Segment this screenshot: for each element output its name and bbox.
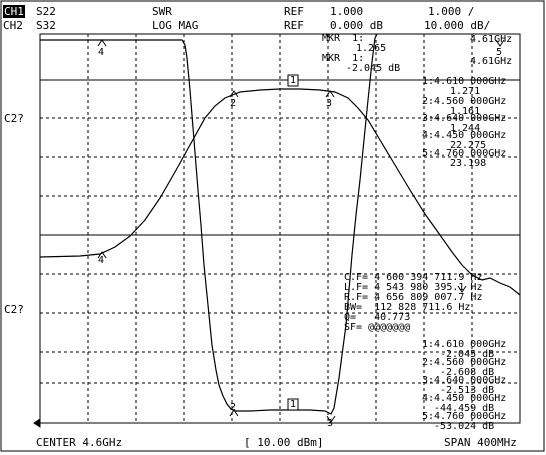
ch1-marker-2-line: 2:4.560 000GHz	[422, 96, 507, 107]
ch1-scale: 1.000 /	[428, 5, 475, 18]
ch2-side-label: C2?	[4, 303, 24, 316]
filter-left-freq: L.F= 4 543 980 395.1 Hz	[344, 282, 483, 293]
ch2-marker-2-line: 2:4.560 000GHz	[422, 357, 507, 368]
marker-4-tag: 4	[98, 47, 105, 58]
ch2-marker-1-line: 1:4.610 000GHz	[422, 339, 507, 350]
ch2-ref-label: REF	[284, 19, 304, 32]
mkr-readout-line1: MKR 1:	[322, 33, 365, 44]
ch1-marker-5-value: 23.198	[450, 158, 487, 169]
active-marker-1-lower-box	[287, 398, 299, 411]
ch2-marker-3-value: -2.513 dB	[440, 385, 495, 396]
graticule-horizontal-lines	[40, 117, 520, 384]
ch1-format: SWR	[152, 5, 172, 18]
marker-3-tag-lower: 3	[327, 418, 334, 429]
ch1-marker-4-value: 22.275	[450, 140, 487, 151]
ch2-marker-4-value: -44.459 dB	[434, 403, 495, 414]
ch2-logmag-trace	[39, 88, 521, 296]
mkr-readout-value2: -2.045 dB	[346, 63, 401, 74]
marker-1-tag-lower: 1	[290, 399, 297, 410]
mkr-readout-line3: MKR 1:	[322, 53, 365, 64]
marker-3-tag: 3	[326, 98, 333, 109]
marker-glyphs	[33, 39, 505, 428]
filter-right-freq: R.F= 4 656 809 007.7 Hz	[344, 292, 483, 303]
ch2-label[interactable]: CH2	[3, 19, 23, 32]
ch1-marker-3-value: 1.244	[450, 123, 481, 134]
ch2-marker-2-value: -2.608 dB	[440, 367, 495, 378]
filter-sf: SF= @@@@@@@	[344, 322, 411, 333]
ch1-marker-2-value: 1.161	[450, 106, 481, 117]
filter-center-freq: C.F= 4 600 394 711.9 Hz	[344, 272, 483, 283]
source-power: [ 10.00 dBm]	[244, 436, 324, 449]
active-marker-1-upper-box	[287, 74, 299, 87]
mkr-readout-freq1: 4.61GHz	[470, 34, 513, 45]
ch2-marker-3-line: 3:4.640 000GHz	[422, 375, 507, 386]
marker-5-top	[495, 39, 505, 47]
span: SPAN 400MHz	[444, 436, 517, 449]
ch2-marker-1-value: -2.045 dB	[440, 349, 495, 360]
center-frequency: CENTER 4.6GHz	[36, 436, 123, 449]
filter-bandwidth: BW= 112 828 711.6 Hz	[344, 302, 471, 313]
mkr-readout-freq2: 4.61GHz	[470, 56, 513, 67]
mkr-readout-value1: 1.265	[356, 43, 387, 54]
ch1-parameter: S22	[36, 5, 56, 18]
ch2-parameter: S32	[36, 19, 56, 32]
ch2-scale: 10.000 dB/	[424, 19, 491, 32]
ch1-marker-1-line: 1:4.610 000GHz	[422, 76, 507, 87]
filter-q: Q= 40.773	[344, 312, 411, 323]
marker-2-tag-lower: 2	[230, 402, 237, 413]
ch1-marker-4-line: 4:4.450 000GHz	[422, 130, 507, 141]
ch1-swr-trace	[40, 33, 378, 415]
ch1-side-label: C2?	[4, 112, 24, 125]
marker-2-tag: 2	[230, 98, 237, 109]
ch1-marker-3-line: 3:4.640 000GHz	[422, 113, 507, 124]
marker-4-tag-lower: 4	[98, 255, 105, 266]
marker-2-upper	[229, 90, 239, 98]
ch1-ref-label: REF	[284, 5, 304, 18]
ch2-marker-5-line: 5:4.760 000GHz	[422, 411, 507, 422]
ch2-marker-4-line: 4:4.450 000GHz	[422, 393, 507, 404]
ch1-marker-1-value: 1.271	[450, 86, 481, 97]
ref-arrow	[33, 418, 41, 428]
marker-1-tag: 1	[290, 75, 297, 86]
marker-5-lower	[457, 285, 467, 293]
graticule-vertical-lines	[87, 34, 473, 423]
marker-4-lower	[97, 251, 107, 259]
ch2-marker-5-value: -53.024 dB	[434, 421, 495, 432]
marker-3-lower	[326, 415, 336, 423]
marker-4-top	[97, 39, 107, 47]
ch1-marker-5-line: 5:4.760 000GHz	[422, 148, 507, 159]
marker-3-upper	[325, 90, 335, 98]
marker-5-tag: 5	[496, 47, 503, 58]
ch1-label[interactable]: CH1	[3, 5, 25, 18]
ch2-ref-value: 0.000 dB	[330, 19, 383, 32]
ch1-ref-value: 1.000	[330, 5, 364, 18]
ch2-format: LOG MAG	[152, 19, 199, 32]
marker-2-lower	[229, 409, 239, 417]
